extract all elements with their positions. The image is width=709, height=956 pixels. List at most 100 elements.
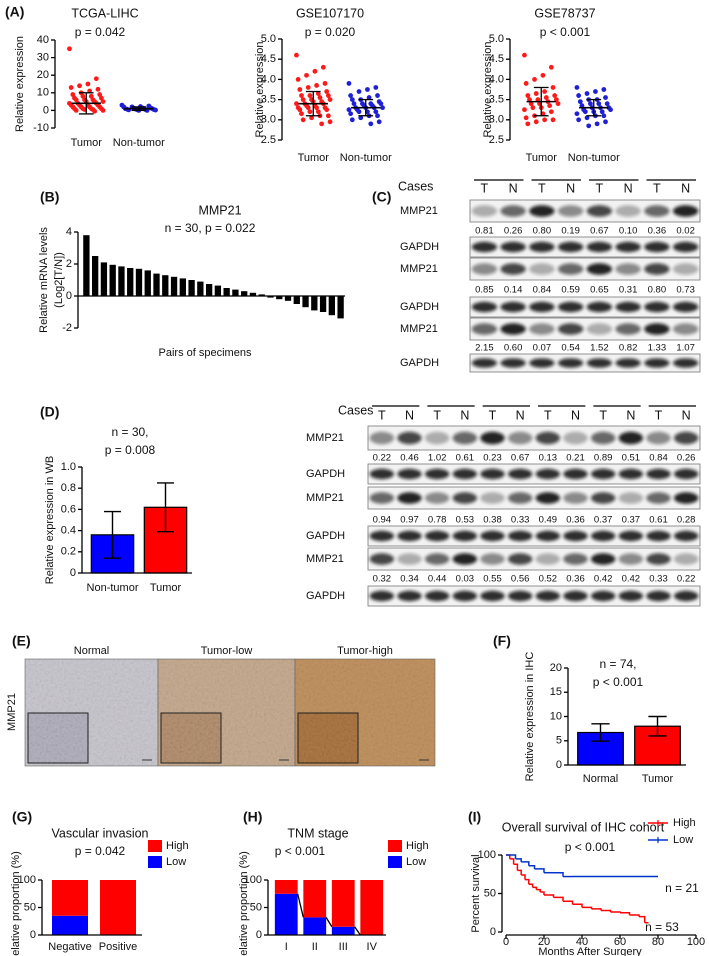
panel-label: (A) [5,4,24,20]
x-tick-label: 100 [687,936,705,948]
data-point [315,109,321,115]
x-axis-label: Months After Surgery [538,946,642,956]
data-point [68,85,74,90]
row-label: GAPDH [306,590,345,602]
survival-step [521,861,530,866]
data-point [553,97,559,102]
x-tick-label: II [312,941,318,953]
bar [179,278,186,296]
y-tick-label: 0 [70,567,76,579]
data-point [100,99,106,104]
y-tick-label: 4 [66,226,72,238]
survival-step [532,886,538,890]
band [563,492,588,504]
ihc-column-label: Tumor-high [337,645,393,657]
chart-title: Vascular invasion [51,826,148,840]
y-tick-label: 3.5 [489,94,504,106]
row-label: GAPDH [400,301,439,313]
band [673,492,699,504]
bar [197,281,204,296]
y-tick-label: 0.6 [61,503,76,515]
data-point [604,101,610,107]
y-tick-label: 0 [490,926,496,938]
band [480,468,505,480]
band [673,590,699,602]
y-tick-label: 100 [18,874,36,886]
y-tick-label: 3.5 [261,94,276,106]
y-tick-label: 0 [30,929,36,941]
data-point [295,77,301,82]
y-tick-label: 1.0 [61,461,76,473]
band [424,431,450,445]
data-point [603,119,608,125]
legend-label: High [673,817,696,829]
data-point [375,93,380,98]
band [471,241,498,253]
annotation: p = 0.042 [75,25,126,39]
data-point [542,89,548,94]
data-point [603,95,608,100]
lane-label: T [378,408,386,422]
lane-label: N [405,408,414,422]
bar [214,285,222,296]
band [452,530,478,542]
y-tick-label: 2.5 [261,134,276,146]
band-quant: 0.42 [622,574,641,585]
band [535,530,561,542]
y-tick-label: 4.0 [261,73,276,85]
band [618,553,644,565]
bar [205,284,213,296]
data-point [608,107,613,113]
data-point [523,115,529,121]
annotation: p < 0.001 [275,844,326,858]
data-point [309,115,314,121]
band-quant: 0.85 [475,285,494,296]
data-point [535,97,541,102]
lane-label: N [509,181,518,195]
bar [284,296,292,301]
band-quant: 1.07 [676,343,695,354]
data-point [574,85,580,90]
band [424,492,450,504]
data-point [523,81,529,86]
band-quant: 0.49 [539,515,558,526]
band [646,468,671,480]
bar [188,280,195,296]
band [369,590,395,602]
band-quant: 1.02 [428,453,447,464]
data-point [319,121,325,127]
panel-label: (F) [493,633,511,649]
band [452,492,478,504]
band [471,301,498,313]
bar-segment [52,880,88,916]
bar [170,276,178,296]
bar-segment [303,880,327,918]
data-point [533,91,539,96]
y-tick-label: 50 [24,901,36,913]
x-tick-label: IV [367,941,378,953]
y-axis-label: Relative expression [14,36,26,132]
chart-title: GSE78737 [534,6,595,20]
blot-strip [469,257,701,281]
chart-title: TCGA-LIHC [71,6,138,20]
blot-header: Cases [398,179,433,193]
band-quant: 0.53 [456,515,475,526]
data-point [375,113,380,119]
survival-step [629,914,640,917]
y-axis-label: (Log2[T/N]) [53,252,65,308]
band-quant: 0.26 [504,226,523,237]
y-tick-label: 5 [556,735,562,747]
blot-strip [367,463,701,485]
bar [276,296,283,300]
data-point [85,81,91,87]
band [507,431,533,445]
band [673,553,699,565]
data-point [555,101,561,107]
y-axis-label: Relative proportion (%) [238,851,250,956]
x-tick-label: Tumor [298,152,330,164]
bar-segment [360,880,384,935]
band [507,492,533,504]
band-quant: 0.56 [511,574,530,585]
band-quant: 0.33 [511,515,530,526]
